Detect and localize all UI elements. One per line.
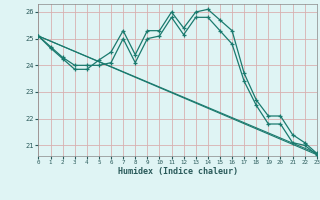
X-axis label: Humidex (Indice chaleur): Humidex (Indice chaleur) (118, 167, 238, 176)
